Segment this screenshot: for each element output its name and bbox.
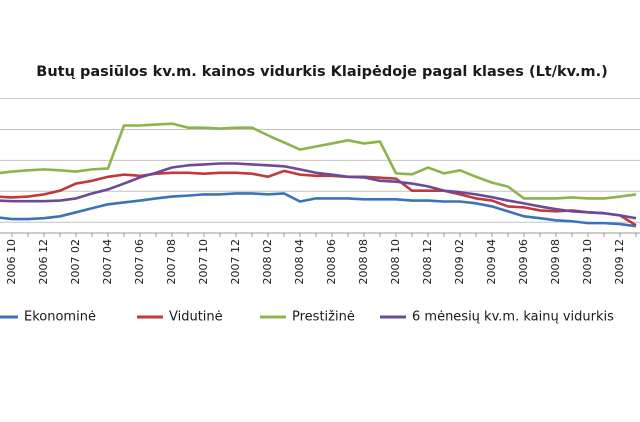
x-tick-label: 2008 06: [325, 239, 338, 285]
series-line: [0, 162, 637, 220]
x-tick-label: 2007 12: [229, 239, 242, 285]
legend-label: Vidutinė: [169, 310, 223, 325]
x-tick-label: 2009 06: [517, 239, 530, 285]
legend-label: Prestižinė: [292, 310, 355, 325]
x-tick-label: 2009 04: [485, 239, 498, 285]
x-tick-label: 2008 10: [389, 239, 402, 285]
x-tick-label: 2007 08: [165, 239, 178, 285]
x-tick-label: 2007 06: [133, 239, 146, 285]
x-tick-label: 2007 04: [101, 239, 114, 285]
x-tick-label: 2007 10: [197, 239, 210, 285]
x-tick-label: 2009 02: [453, 239, 466, 285]
x-tick-label: 2009 08: [549, 239, 562, 285]
x-tick-label: 2008 04: [293, 239, 306, 285]
x-tick-label: 2008 02: [261, 239, 274, 285]
chart-title: Butų pasiūlos kv.m. kainos vidurkis Klai…: [36, 64, 607, 80]
series-line: [0, 169, 637, 227]
x-tick-label: 2006 10: [5, 239, 18, 285]
x-tick-label: 2006 12: [37, 239, 50, 285]
series-line: [0, 122, 637, 200]
series-line: [0, 192, 637, 228]
legend-label: 6 mėnesių kv.m. kainų vidurkis: [412, 310, 614, 325]
x-tick-label: 2007 02: [69, 239, 82, 285]
x-tick-label: 2009 10: [581, 239, 594, 285]
legend-label: Ekonominė: [24, 310, 96, 325]
x-tick-label: 2008 08: [357, 239, 370, 285]
x-tick-label: 2008 12: [421, 239, 434, 285]
x-tick-label: 2009 12: [613, 239, 626, 285]
